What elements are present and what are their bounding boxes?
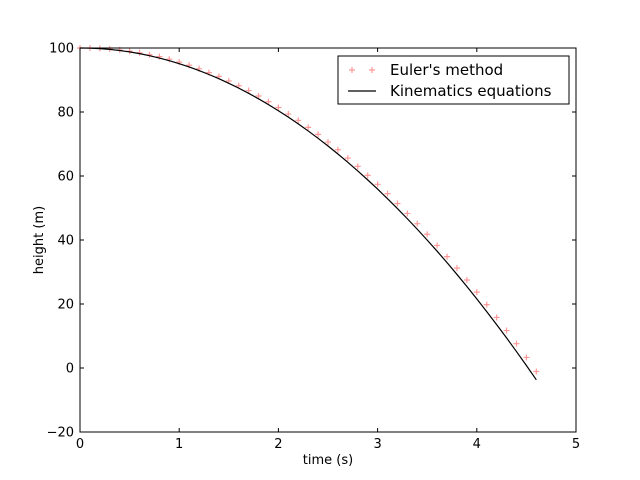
legend-box — [337, 55, 570, 105]
data-point-euler — [354, 163, 361, 170]
data-point-euler — [523, 354, 530, 361]
y-axis-label: height (m) — [32, 206, 47, 274]
x-tick-label: 2 — [274, 437, 282, 452]
data-point-euler — [493, 314, 500, 321]
x-tick-label: 1 — [175, 437, 183, 452]
x-tick-label: 5 — [572, 437, 580, 452]
y-tick-label: −20 — [47, 426, 74, 441]
y-tick-label: 20 — [57, 298, 74, 313]
data-point-euler — [295, 117, 302, 124]
legend-plus-marker — [369, 67, 375, 73]
data-point-euler — [315, 131, 322, 138]
data-point-euler — [265, 98, 272, 105]
data-point-euler — [394, 200, 401, 207]
y-tick-label: 80 — [57, 106, 74, 121]
data-point-euler — [325, 139, 331, 146]
series-layer — [77, 45, 540, 381]
data-point-euler — [275, 104, 282, 111]
y-tick-label: 60 — [57, 170, 74, 185]
data-point-euler — [364, 172, 371, 179]
data-point-euler — [453, 265, 460, 272]
legend-label: Euler's method — [390, 61, 503, 79]
data-point-euler — [255, 93, 262, 99]
legend-label: Kinematics equations — [390, 82, 552, 100]
y-tick-label: 100 — [49, 42, 74, 57]
plot-frame — [79, 47, 577, 433]
series-line-kinematics — [79, 47, 537, 381]
data-point-euler — [305, 124, 312, 131]
legend: Euler's method Kinematics equations — [337, 55, 570, 105]
data-point-euler — [334, 146, 341, 153]
data-point-euler — [404, 210, 411, 217]
data-point-euler — [503, 327, 510, 334]
data-point-euler — [245, 87, 252, 94]
data-point-euler — [434, 242, 441, 249]
data-point-euler — [384, 190, 391, 197]
x-tick-label: 4 — [473, 437, 481, 452]
y-tick-label: 0 — [66, 362, 74, 377]
data-point-euler — [444, 253, 451, 260]
data-point-euler — [513, 340, 520, 347]
data-point-euler — [374, 181, 381, 188]
data-point-euler — [344, 155, 351, 162]
y-tick-label: 40 — [57, 234, 74, 249]
data-point-euler — [533, 368, 540, 375]
data-point-euler — [483, 301, 490, 308]
x-axis-label: time (s) — [303, 453, 353, 468]
data-point-euler — [285, 110, 292, 117]
data-point-euler — [424, 231, 431, 238]
data-point-euler — [473, 289, 480, 296]
legend-plus-marker — [349, 67, 355, 73]
data-point-euler — [414, 220, 421, 227]
data-point-euler — [463, 277, 470, 283]
x-tick-label: 3 — [373, 437, 381, 452]
x-tick-label: 0 — [76, 437, 84, 452]
